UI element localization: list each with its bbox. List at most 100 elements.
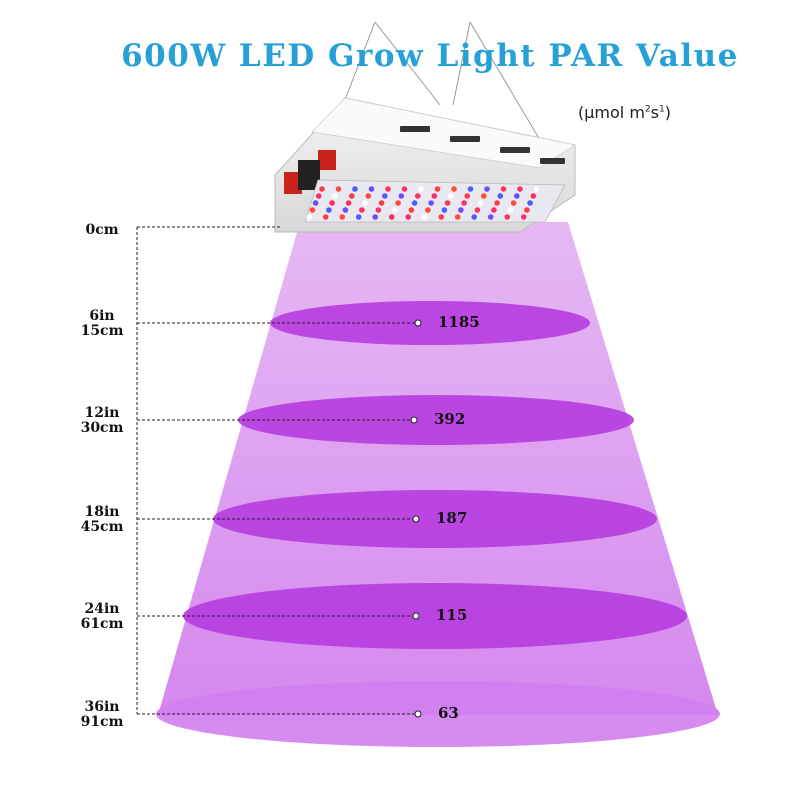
distance-inches: 0cm [85,222,119,238]
led-diode [395,200,401,206]
led-diode [500,186,507,192]
led-diode [514,193,520,199]
veg-switch [284,172,302,194]
led-diode [444,200,451,206]
led-diode [388,214,395,220]
measure-point-5 [414,710,422,718]
distance-inches: 12in [84,405,120,421]
led-diode [339,214,346,220]
led-diode [507,207,514,213]
led-diode [408,207,415,213]
distance-label-4: 24in 61cm [57,602,147,632]
led-diode [464,193,471,199]
led-diode [438,214,445,220]
led-diode [352,186,358,192]
led-diode [309,207,316,213]
led-diode [415,193,421,199]
led-diode [484,186,490,192]
measure-point-4 [412,612,420,620]
led-diode [524,207,530,213]
led-diode [517,186,523,192]
led-diode [428,200,434,206]
led-diode [326,207,332,213]
distance-cm: 15cm [80,323,124,339]
led-diode [504,214,511,220]
par-value-3: 187 [436,509,468,527]
led-diode [319,186,325,192]
led-diode [401,186,408,192]
led-diode [425,207,431,213]
distance-cm: 61cm [80,616,124,632]
led-diode [533,186,540,192]
distance-cm: 30cm [80,420,124,436]
power-socket [298,160,320,190]
led-diode [467,186,474,192]
hanging-wires [342,21,541,141]
led-diode [411,200,418,206]
grow-light-fixture [274,97,577,233]
led-diode [359,207,365,213]
led-diode [312,200,319,206]
led-diode [530,193,537,199]
par-value-2: 392 [434,410,466,428]
led-diode [494,200,500,206]
led-diode [345,200,352,206]
led-diode [405,214,412,220]
led-diode [477,200,484,206]
led-diode [368,186,375,192]
par-value-4: 115 [436,606,468,624]
led-diode [392,207,398,213]
led-diode [481,193,487,199]
led-array [306,186,540,220]
measure-point-2 [410,416,418,424]
led-diode [398,193,405,199]
led-diode [329,200,335,206]
led-diode [365,193,372,199]
par-unit-label: (μmol m2s1) [578,103,671,122]
led-diode [306,214,313,220]
distance-cm: 45cm [80,519,124,535]
bloom-switch [318,150,336,170]
led-diode [461,200,467,206]
par-value-1: 1185 [438,313,480,331]
led-diode [316,193,322,199]
led-diode [362,200,368,206]
par-ring-5 [156,681,720,747]
distance-inches: 18in [84,504,120,520]
led-diode [520,214,527,220]
led-diode [375,207,382,213]
par-ring-2 [238,395,634,445]
led-diode [510,200,517,206]
distance-label-2: 12in 30cm [57,406,147,436]
led-diode [355,214,362,220]
led-diode [448,193,454,199]
distance-label-1: 6in 15cm [57,309,147,339]
led-diode [372,214,379,220]
measure-point-3 [412,515,420,523]
led-diode [454,214,461,220]
led-diode [332,193,339,199]
page-title: 600W LED Grow Light PAR Value [121,38,739,74]
led-diode [491,207,497,213]
distance-cm: 91cm [80,714,124,730]
distance-inches: 36in [84,699,120,715]
led-diode [418,186,424,192]
led-diode [385,186,391,192]
led-diode [458,207,464,213]
par-ring-4 [183,583,687,649]
led-diode [471,214,478,220]
par-value-5: 63 [438,704,459,722]
led-diode [322,214,329,220]
led-diode [487,214,494,220]
led-diode [382,193,388,199]
led-diode [378,200,385,206]
distance-label-0: 0cm [57,223,147,238]
par-ring-3 [213,490,657,548]
led-diode [421,214,428,220]
led-diode [342,207,349,213]
distance-label-3: 18in 45cm [57,505,147,535]
measure-point-1 [414,319,422,327]
led-diode [497,193,504,199]
